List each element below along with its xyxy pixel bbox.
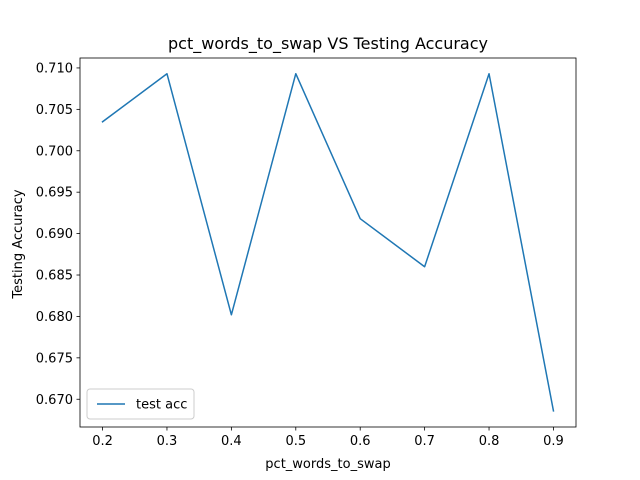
series-line-0 bbox=[101, 72, 555, 412]
y-axis-label: Testing Accuracy bbox=[11, 189, 26, 299]
chart-title: pct_words_to_swap VS Testing Accuracy bbox=[168, 34, 488, 54]
y-tick-label: 0.685 bbox=[36, 269, 73, 284]
x-tick-label: 0.3 bbox=[157, 434, 178, 449]
x-tick-label: 0.8 bbox=[479, 434, 500, 449]
x-tick-label: 0.5 bbox=[285, 434, 306, 449]
y-tick-label: 0.680 bbox=[36, 310, 73, 325]
x-tick-label: 0.2 bbox=[92, 434, 113, 449]
axes-frame bbox=[79, 57, 577, 428]
legend-box bbox=[86, 388, 195, 420]
y-tick-label: 0.695 bbox=[36, 186, 73, 201]
x-tick-label: 0.7 bbox=[414, 434, 435, 449]
x-tick-label: 0.4 bbox=[221, 434, 242, 449]
y-tick-label: 0.690 bbox=[36, 227, 73, 242]
x-tick-label: 0.9 bbox=[543, 434, 564, 449]
y-tick-label: 0.705 bbox=[36, 103, 73, 118]
plot-area: 0.2 0.3 0.4 0.5 0.6 0.7 0.8 0.9 0.670 0.675 0.680 0… bbox=[36, 57, 577, 449]
y-tick-label: 0.700 bbox=[36, 144, 73, 159]
y-tick-label: 0.710 bbox=[36, 61, 73, 76]
y-tick-label: 0.675 bbox=[36, 351, 73, 366]
x-axis-label: pct_words_to_swap bbox=[265, 457, 390, 472]
x-tick-label: 0.6 bbox=[350, 434, 371, 449]
legend-label: test acc bbox=[136, 398, 187, 413]
y-tick-label: 0.670 bbox=[36, 393, 73, 408]
